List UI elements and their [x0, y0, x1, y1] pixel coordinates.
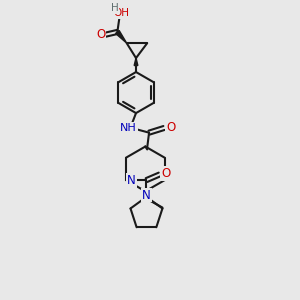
Text: OH: OH	[113, 8, 129, 18]
Text: NH: NH	[120, 123, 137, 133]
Text: O: O	[96, 28, 105, 41]
Polygon shape	[116, 31, 127, 43]
Text: O: O	[166, 121, 175, 134]
Text: N: N	[142, 188, 151, 202]
Polygon shape	[134, 58, 138, 65]
Text: N: N	[127, 174, 136, 187]
Text: H: H	[111, 3, 119, 13]
Text: O: O	[161, 167, 171, 180]
